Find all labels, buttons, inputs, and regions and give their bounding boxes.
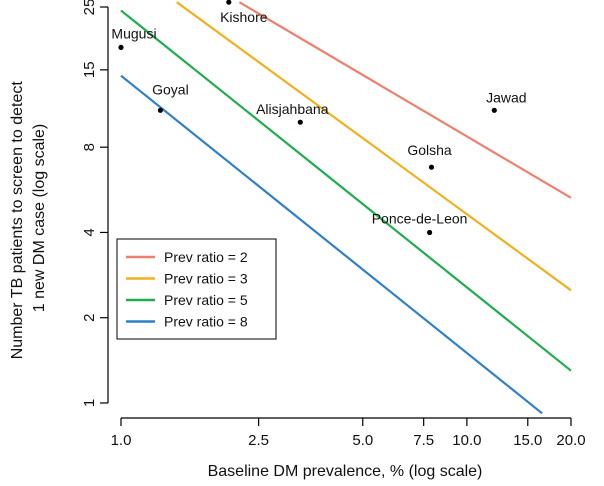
data-point-6: [428, 164, 435, 170]
y-tick-label-3: 4: [81, 228, 98, 236]
data-point-3: [157, 107, 163, 113]
x-tick-label-3: 5.0: [352, 432, 373, 449]
y-tick-label-4: 8: [81, 143, 98, 151]
x-tick-label-7: 20.0: [556, 432, 585, 449]
y-axis-title-line-1: Number TB patients to screen to detect: [9, 81, 26, 360]
legend-label-1: Prev ratio = 2: [164, 249, 248, 265]
x-tick-label-2: 2.5: [248, 432, 269, 449]
x-ticks: 1.0 2.5 5.0 7.5 10.0 15.0 20.0: [111, 418, 586, 449]
point-label-1: Kishore: [220, 9, 268, 25]
point-label-3: Goyal: [152, 81, 189, 97]
legend-items: Prev ratio = 2 Prev ratio = 3 Prev ratio =…: [126, 249, 248, 330]
series-line-2: [176, 1, 572, 292]
series-line-4: [120, 74, 543, 415]
y-axis: 1 2 4 8 15 25: [81, 0, 109, 407]
data-point-7: [427, 229, 433, 236]
y-ticks: 1 2 4 8 15 25: [81, 0, 108, 407]
y-tick-label-1: 1: [81, 399, 98, 407]
data-point-5: [491, 107, 497, 113]
points-layer: Kishore Mugusi Goyal Alisjahbana Jawad Golsha…: [111, 0, 527, 236]
series-layer: [120, 1, 572, 415]
x-tick-label-5: 10.0: [452, 432, 481, 449]
point-label-6: Golsha: [407, 142, 452, 158]
point-label-4: Alisjahbana: [256, 101, 329, 117]
x-tick-label-4: 7.5: [413, 432, 434, 449]
data-point-2: [118, 44, 124, 51]
y-axis-title: Number TB patients to screen to detect 1…: [9, 77, 48, 360]
legend-label-4: Prev ratio = 8: [164, 314, 248, 330]
point-label-5: Jawad: [486, 89, 526, 105]
data-point-4: [297, 119, 303, 125]
series-line-3: [120, 9, 572, 372]
x-tick-label-1: 1.0: [111, 432, 132, 449]
x-axis: 1.0 2.5 5.0 7.5 10.0 15.0 20.0: [111, 417, 586, 449]
legend: Prev ratio = 2 Prev ratio = 3 Prev ratio =…: [116, 238, 277, 340]
y-tick-label-2: 2: [81, 314, 98, 322]
x-axis-title: Baseline DM prevalence, % (log scale): [208, 463, 483, 480]
point-label-7: Ponce-de-Leon: [372, 211, 468, 227]
point-label-2: Mugusi: [111, 25, 156, 41]
plot-area: Kishore Mugusi Goyal Alisjahbana Jawad Golsha…: [111, 0, 572, 415]
data-point-1: [226, 0, 232, 5]
series-line-1: [238, 1, 572, 199]
y-axis-title-line-2: 1 new DM case (log scale): [31, 124, 48, 313]
y-tick-label-5: 15: [81, 61, 98, 78]
x-tick-label-6: 15.0: [513, 432, 542, 449]
legend-label-3: Prev ratio = 5: [164, 292, 248, 308]
y-tick-label-6: 25: [81, 0, 98, 15]
legend-label-2: Prev ratio = 3: [164, 271, 248, 287]
